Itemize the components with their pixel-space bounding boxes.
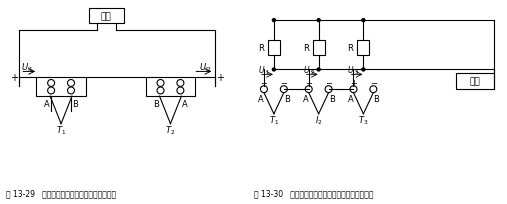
Circle shape xyxy=(261,86,267,93)
Text: A: A xyxy=(303,95,309,104)
Circle shape xyxy=(317,69,320,72)
Text: −: − xyxy=(280,78,287,87)
Text: R: R xyxy=(258,43,264,52)
Bar xyxy=(36,78,86,97)
Circle shape xyxy=(362,69,365,72)
Circle shape xyxy=(325,86,332,93)
Text: B: B xyxy=(329,95,335,104)
Bar xyxy=(146,78,195,97)
Bar xyxy=(313,41,324,55)
Text: $T_2$: $T_2$ xyxy=(165,124,175,136)
Circle shape xyxy=(272,20,275,22)
Text: B: B xyxy=(72,100,78,109)
Circle shape xyxy=(272,69,275,72)
Bar xyxy=(456,74,494,90)
Text: A: A xyxy=(258,95,264,104)
Circle shape xyxy=(177,80,184,87)
Text: 仪表: 仪表 xyxy=(469,77,480,86)
Text: A: A xyxy=(182,100,187,109)
Bar xyxy=(268,41,280,55)
Circle shape xyxy=(157,88,164,94)
Circle shape xyxy=(48,88,55,94)
Text: $T_3$: $T_3$ xyxy=(358,114,369,126)
Circle shape xyxy=(48,80,55,87)
Text: +: + xyxy=(261,78,267,87)
Text: −: − xyxy=(80,73,88,83)
Circle shape xyxy=(370,86,377,93)
Text: −: − xyxy=(370,78,377,87)
Text: $U_{\rm I2}$: $U_{\rm I2}$ xyxy=(199,61,212,73)
Bar xyxy=(89,9,124,24)
Text: −: − xyxy=(143,73,152,83)
Text: A: A xyxy=(44,100,50,109)
Text: +: + xyxy=(10,73,18,83)
Text: $U_{\rm I1}$: $U_{\rm I1}$ xyxy=(258,64,270,76)
Text: B: B xyxy=(373,95,379,104)
Text: 图 13-29   利用热电偶测量两点间温度差的接线: 图 13-29 利用热电偶测量两点间温度差的接线 xyxy=(7,189,117,198)
Text: B: B xyxy=(154,100,160,109)
Text: R: R xyxy=(303,43,309,52)
Text: $T_1$: $T_1$ xyxy=(269,114,279,126)
Text: −: − xyxy=(325,78,332,87)
Text: $I_2$: $I_2$ xyxy=(315,114,322,126)
Text: 图 13-30   利用热电偶测量多点的平均温度值的接线: 图 13-30 利用热电偶测量多点的平均温度值的接线 xyxy=(254,189,374,198)
Text: $U_{\rm I3}$: $U_{\rm I3}$ xyxy=(347,64,359,76)
Circle shape xyxy=(317,20,320,22)
Circle shape xyxy=(280,86,287,93)
Text: $T_1$: $T_1$ xyxy=(56,124,66,136)
Circle shape xyxy=(350,86,357,93)
Text: B: B xyxy=(284,95,290,104)
Text: +: + xyxy=(216,73,224,83)
Text: 仪表: 仪表 xyxy=(101,12,112,21)
Text: A: A xyxy=(348,95,353,104)
Circle shape xyxy=(177,88,184,94)
Bar xyxy=(357,41,370,55)
Text: $U_{\rm I1}$: $U_{\rm I1}$ xyxy=(21,61,34,73)
Text: +: + xyxy=(305,78,312,87)
Text: $U_{\rm I2}$: $U_{\rm I2}$ xyxy=(303,64,315,76)
Circle shape xyxy=(67,80,75,87)
Text: +: + xyxy=(350,78,357,87)
Circle shape xyxy=(362,20,365,22)
Circle shape xyxy=(157,80,164,87)
Circle shape xyxy=(67,88,75,94)
Text: R: R xyxy=(348,43,353,52)
Circle shape xyxy=(305,86,312,93)
